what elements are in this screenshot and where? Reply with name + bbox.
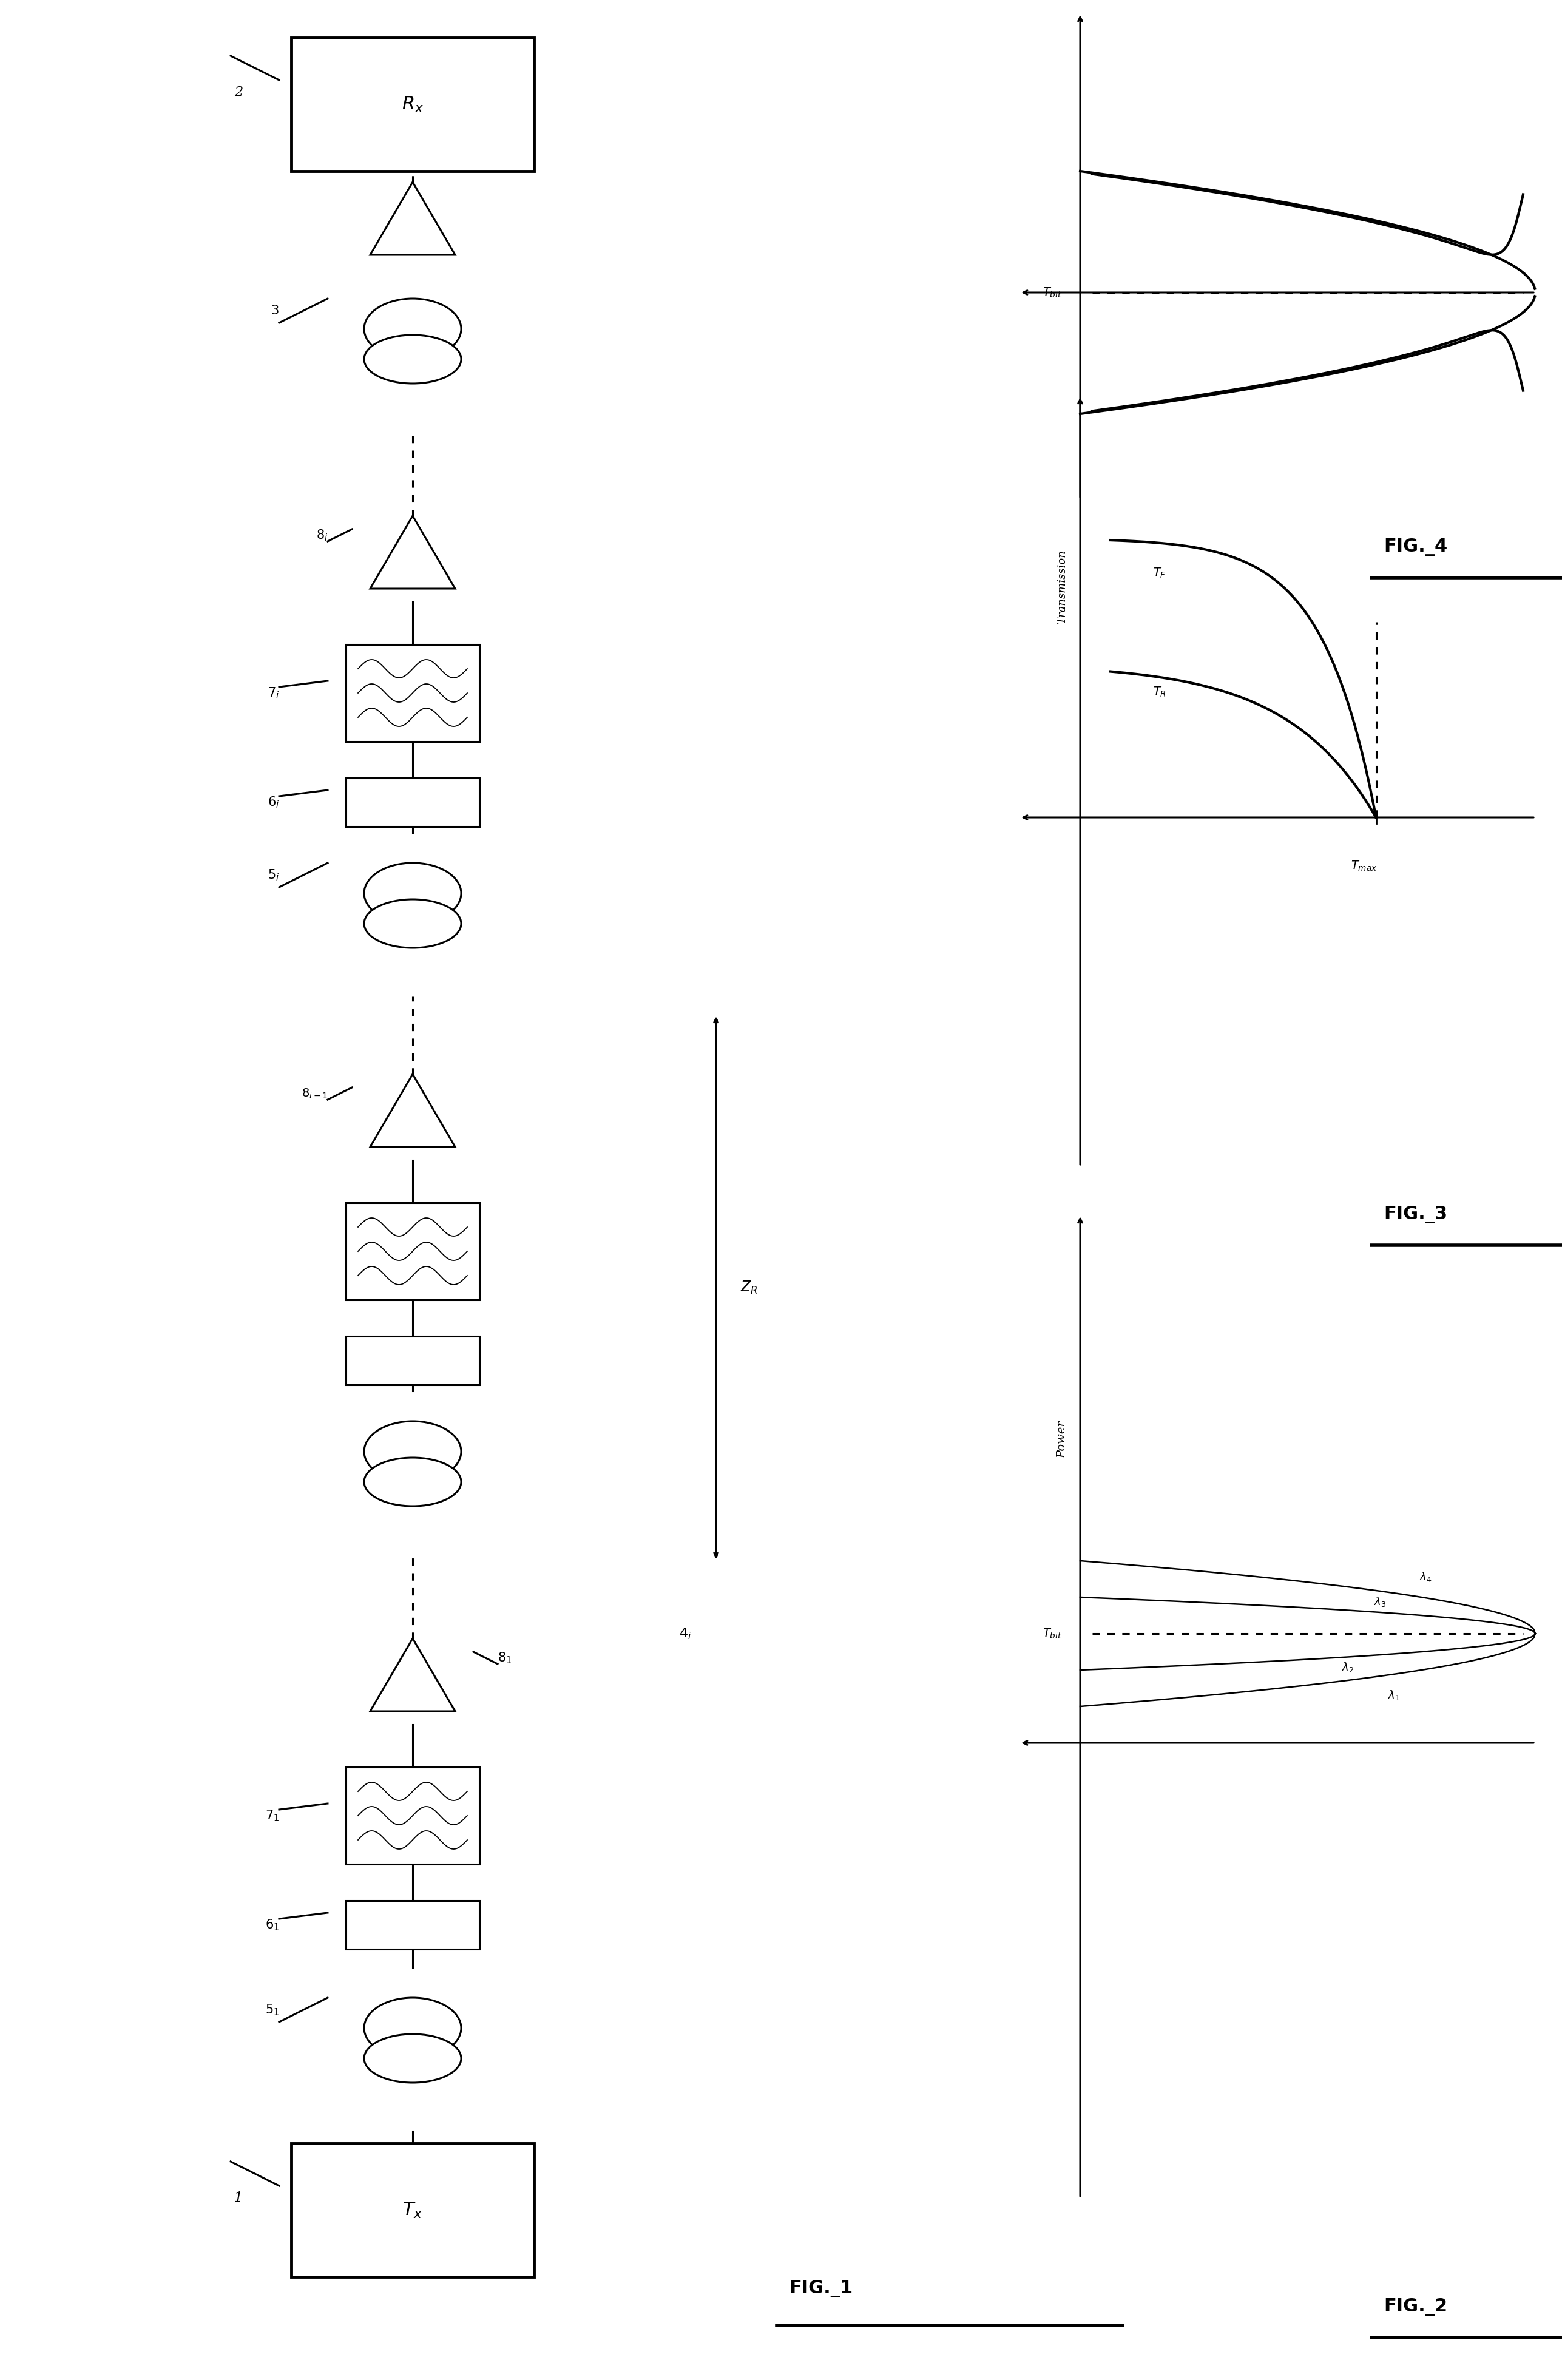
Bar: [345, 1335, 480, 1385]
Text: FIG._1: FIG._1: [789, 2280, 853, 2297]
Text: FIG._3: FIG._3: [1384, 1207, 1448, 1223]
Text: $8_i$: $8_i$: [316, 528, 328, 543]
Ellipse shape: [364, 1997, 461, 2059]
Text: $T_R$: $T_R$: [1153, 685, 1167, 697]
Text: FIG._2: FIG._2: [1384, 2299, 1448, 2316]
Ellipse shape: [364, 900, 461, 947]
Text: $6_1$: $6_1$: [266, 1918, 280, 1933]
Bar: [345, 1766, 480, 1864]
Text: $T_{bit}$: $T_{bit}$: [1042, 286, 1062, 300]
Text: $3$: $3$: [270, 305, 280, 317]
Bar: [345, 778, 480, 826]
Text: $\lambda_4$: $\lambda_4$: [1420, 1571, 1432, 1583]
Text: $T_{bit}$: $T_{bit}$: [1042, 1628, 1062, 1640]
Text: $R_x$: $R_x$: [401, 95, 423, 114]
Polygon shape: [370, 516, 455, 588]
Text: $4_i$: $4_i$: [679, 1626, 692, 1640]
Bar: [345, 1202, 480, 1299]
Text: $8_{i-1}$: $8_{i-1}$: [301, 1088, 328, 1100]
Text: $\lambda_3$: $\lambda_3$: [1375, 1595, 1387, 1609]
Polygon shape: [370, 1073, 455, 1147]
Text: 2: 2: [234, 86, 242, 100]
Bar: [291, 2144, 534, 2278]
Text: $7_1$: $7_1$: [266, 1809, 280, 1823]
Text: $\lambda_1$: $\lambda_1$: [1387, 1687, 1400, 1702]
Ellipse shape: [364, 298, 461, 359]
Text: $6_i$: $6_i$: [267, 795, 280, 809]
Bar: [345, 1902, 480, 1949]
Ellipse shape: [364, 864, 461, 923]
Text: FIG._4: FIG._4: [1384, 538, 1448, 557]
Text: 1: 1: [234, 2192, 242, 2204]
Text: $8_1$: $8_1$: [498, 1652, 512, 1666]
Ellipse shape: [364, 1457, 461, 1507]
Text: Transmission: Transmission: [1056, 550, 1067, 624]
Text: $7_i$: $7_i$: [267, 685, 280, 700]
Ellipse shape: [364, 2035, 461, 2082]
Polygon shape: [370, 181, 455, 255]
Text: $\lambda_2$: $\lambda_2$: [1342, 1661, 1354, 1673]
Ellipse shape: [364, 336, 461, 383]
Bar: [345, 645, 480, 743]
Text: $5_i$: $5_i$: [267, 869, 280, 883]
Text: Power: Power: [1056, 1421, 1067, 1459]
Bar: [291, 38, 534, 171]
Ellipse shape: [364, 1421, 461, 1483]
Text: $T_{max}$: $T_{max}$: [1351, 859, 1378, 873]
Text: $T_F$: $T_F$: [1153, 566, 1167, 581]
Text: $5_1$: $5_1$: [266, 2002, 280, 2016]
Text: $Z_R$: $Z_R$: [740, 1280, 758, 1295]
Polygon shape: [370, 1637, 455, 1711]
Text: $T_x$: $T_x$: [403, 2202, 423, 2221]
